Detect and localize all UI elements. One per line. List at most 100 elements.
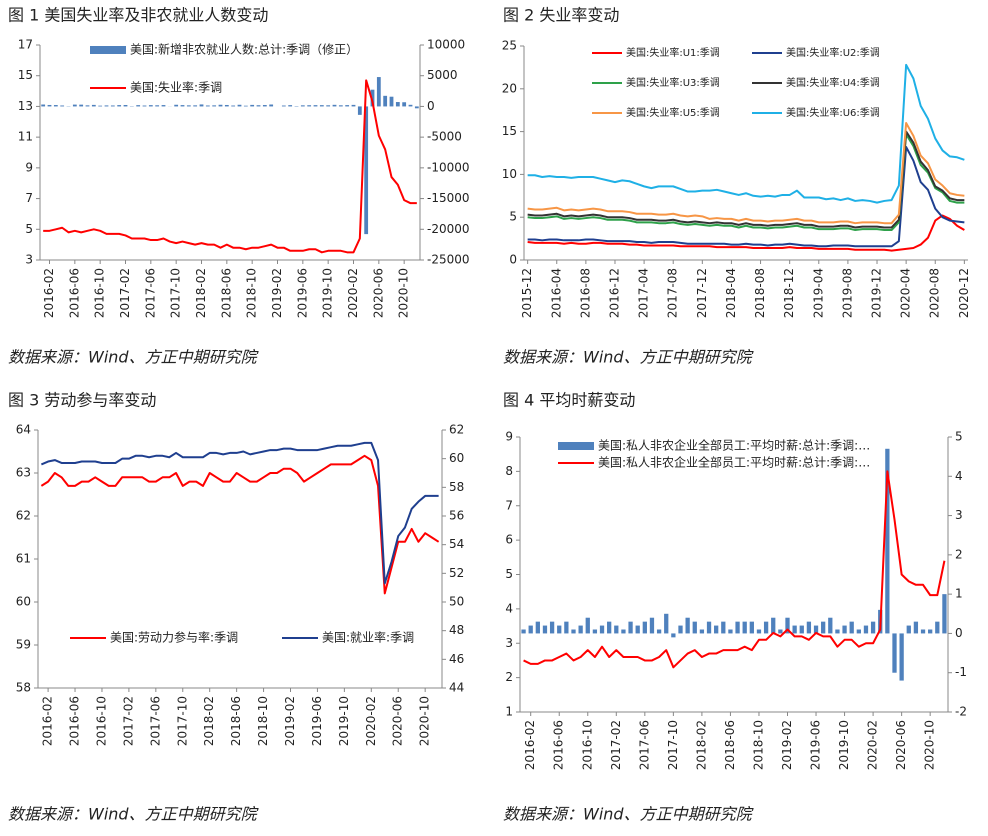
legend-label: 美国:失业率:季调 [130, 80, 222, 95]
bar [564, 621, 569, 634]
x-tick-label: 2016-02 [523, 720, 537, 770]
legend-swatch [558, 442, 594, 450]
y2-tick-label: -20000 [427, 222, 470, 236]
bar [256, 105, 261, 107]
bar [671, 633, 676, 638]
bar [212, 105, 217, 107]
x-tick-label: 2015-12 [520, 268, 534, 318]
y-tick-label: 60 [16, 595, 31, 609]
bar [792, 625, 797, 634]
bar [186, 105, 191, 107]
source-note: 数据来源：Wind、方正中期研究院 [8, 805, 260, 824]
bar [614, 625, 619, 634]
y-tick-label: 7 [25, 191, 33, 205]
bar [649, 617, 655, 634]
x-tick-label: 2017-06 [637, 720, 651, 770]
bar [269, 104, 274, 107]
bar [592, 629, 598, 634]
bar [763, 621, 769, 634]
line-series [40, 454, 440, 595]
legend-label: 美国:失业率:U4:季调 [786, 76, 880, 89]
y2-tick-label: -10000 [427, 160, 470, 174]
y-tick-label: 9 [25, 160, 33, 174]
y2-tick-label: -2 [955, 705, 967, 719]
bar [557, 625, 562, 634]
bar [678, 625, 683, 634]
x-tick-label: 2016-10 [94, 696, 108, 746]
y-tick-label: 1 [505, 705, 513, 719]
line-series [40, 441, 439, 585]
x-tick-label: 2017-08 [666, 268, 680, 318]
x-tick-label: 2016-02 [42, 268, 56, 318]
bar [319, 105, 324, 107]
bar [885, 448, 890, 634]
y2-tick-label: 58 [449, 480, 464, 494]
legend-label: 美国:失业率:U6:季调 [786, 106, 880, 119]
y2-tick-label: 1 [955, 587, 963, 601]
x-tick-label: 2018-06 [723, 720, 737, 770]
y-tick-label: 3 [505, 636, 513, 650]
x-tick-label: 2016-10 [580, 720, 594, 770]
bar [842, 625, 847, 634]
x-tick-label: 2019-10 [321, 268, 335, 318]
x-tick-label: 2020-02 [364, 696, 378, 746]
y2-tick-label: 3 [955, 508, 963, 522]
bar [300, 105, 305, 107]
bar [899, 633, 904, 681]
bar [104, 105, 109, 107]
bar [338, 105, 343, 107]
x-tick-label: 2020-10 [397, 268, 411, 318]
bar [205, 105, 210, 107]
bar [262, 105, 267, 107]
bar [528, 625, 533, 634]
x-tick-label: 2016-08 [578, 268, 592, 318]
y2-tick-label: 2 [955, 547, 963, 561]
y-tick-label: 25 [502, 39, 517, 53]
y-tick-label: 4 [505, 601, 513, 615]
line-series [43, 79, 417, 254]
y-tick-label: 5 [509, 210, 517, 224]
bar [218, 104, 223, 107]
figure-title: 图 1 美国失业率及非农就业人数变动 [8, 6, 268, 25]
bar [621, 629, 626, 634]
bar [136, 105, 141, 107]
bar [549, 621, 555, 634]
line-series [527, 146, 965, 248]
x-tick-label: 2017-06 [148, 696, 162, 746]
y2-tick-label: 4 [955, 469, 963, 483]
x-tick-label: 2018-10 [256, 696, 270, 746]
source-note: 数据来源：Wind、方正中期研究院 [503, 805, 755, 824]
bar [920, 629, 926, 634]
x-tick-label: 2020-02 [346, 268, 360, 318]
y2-tick-label: 52 [449, 566, 464, 580]
y2-tick-label: 10000 [427, 38, 465, 52]
bar [123, 105, 128, 107]
line-series [527, 133, 965, 232]
bar [607, 621, 612, 634]
bar [224, 104, 229, 107]
bar [91, 104, 96, 107]
bar [313, 105, 318, 107]
y-tick-label: 63 [16, 466, 31, 480]
x-tick-label: 2016-06 [68, 696, 82, 746]
x-tick-label: 2017-10 [666, 720, 680, 770]
y-tick-label: 10 [502, 167, 517, 181]
bar [863, 625, 869, 634]
bar [79, 104, 84, 107]
bar [642, 621, 647, 634]
y2-tick-label: -1 [955, 665, 967, 679]
source-note: 数据来源：Wind、方正中期研究院 [503, 348, 755, 367]
bar [821, 621, 826, 634]
x-tick-label: 2019-04 [811, 268, 825, 318]
bar [521, 629, 526, 634]
x-tick-label: 2020-06 [371, 268, 385, 318]
x-tick-label: 2018-12 [782, 268, 796, 318]
bar [376, 77, 381, 107]
bar [332, 104, 337, 107]
y-tick-label: 61 [16, 552, 31, 566]
line-series [527, 214, 965, 252]
bar [288, 105, 293, 107]
line-series [527, 130, 965, 229]
y2-tick-label: 54 [449, 537, 464, 551]
bar [414, 106, 419, 109]
